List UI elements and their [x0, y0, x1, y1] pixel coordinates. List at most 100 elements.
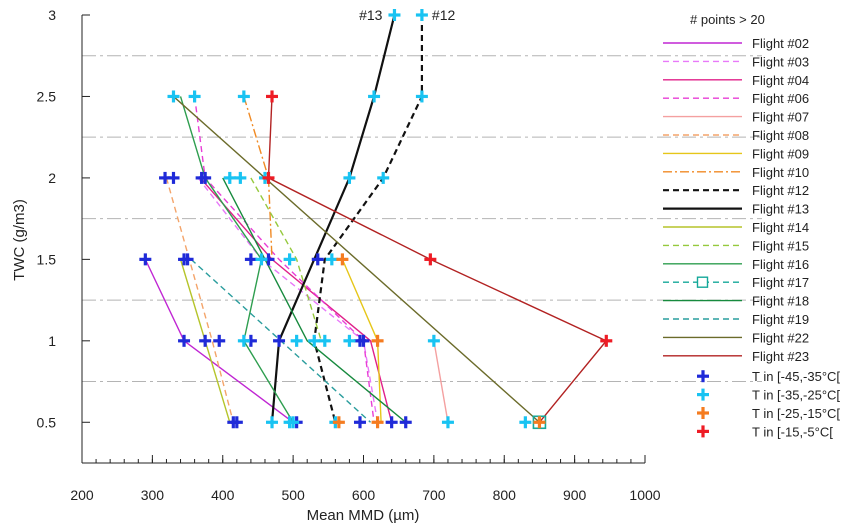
x-tick-label: 700	[422, 487, 446, 503]
plus-marker	[199, 171, 212, 184]
legend: # points > 20 Flight #02 Flight #03 Flight…	[663, 12, 840, 439]
plus-marker	[262, 171, 275, 184]
legend-label: Flight #04	[752, 73, 809, 88]
plus-marker	[199, 334, 212, 347]
x-tick-label: 900	[563, 487, 587, 503]
plus-marker	[325, 253, 338, 266]
plus-marker	[287, 416, 300, 429]
plus-marker	[178, 334, 191, 347]
legend-label: Flight #18	[752, 294, 809, 309]
plus-marker	[308, 334, 321, 347]
x-tick-label: 500	[281, 487, 305, 503]
plus-marker	[424, 253, 437, 266]
plus-marker	[336, 253, 349, 266]
plus-marker	[213, 334, 226, 347]
legend-label: T in [-35,-25°C[	[752, 388, 840, 403]
plus-marker	[237, 334, 250, 347]
series-lines	[144, 14, 608, 430]
series-line	[250, 177, 322, 342]
plus-marker	[368, 90, 381, 103]
plus-marker	[371, 416, 384, 429]
plus-marker	[371, 334, 384, 347]
x-tick-label: 1000	[629, 487, 660, 503]
data-markers	[139, 9, 613, 429]
plus-marker	[697, 425, 709, 438]
plus-marker	[377, 171, 390, 184]
plus-marker	[415, 90, 428, 103]
legend-label: T in [-25,-15°C[	[752, 406, 840, 421]
legend-label: Flight #12	[752, 183, 809, 198]
legend-title: # points > 20	[690, 12, 765, 27]
x-tick-label: 800	[493, 487, 517, 503]
x-ticks: 200 300 400 500 600 700 800 900 1000	[70, 455, 661, 503]
y-tick-label: 0.5	[37, 414, 57, 430]
plus-marker	[311, 253, 324, 266]
legend-label: Flight #02	[752, 36, 809, 51]
plus-marker	[167, 90, 180, 103]
annotation-label: #12	[432, 7, 456, 23]
plus-marker	[266, 416, 279, 429]
plus-marker	[188, 90, 201, 103]
plus-marker	[343, 334, 356, 347]
plus-marker	[441, 416, 454, 429]
plus-marker	[318, 334, 331, 347]
plus-marker	[388, 9, 401, 21]
plus-marker	[600, 334, 613, 347]
plus-marker	[697, 370, 709, 383]
x-axis-label: Mean MMD (µm)	[307, 507, 420, 524]
series-line	[193, 96, 375, 423]
plus-marker	[167, 171, 180, 184]
plus-marker	[519, 416, 532, 429]
y-tick-label: 1	[48, 333, 56, 349]
y-axis-label: TWC (g/m3)	[11, 199, 28, 281]
legend-label: Flight #19	[752, 312, 809, 327]
plus-marker	[266, 90, 279, 103]
legend-label: Flight #16	[752, 257, 809, 272]
plus-marker	[357, 334, 370, 347]
series-line	[433, 340, 449, 423]
plus-marker	[244, 253, 257, 266]
reference-lines	[82, 55, 762, 383]
y-ticks: 0.5 1 1.5 2 2.5 3	[37, 7, 90, 430]
plus-marker	[255, 253, 268, 266]
plus-marker	[237, 90, 250, 103]
series-line	[173, 95, 540, 423]
legend-label: Flight #10	[752, 165, 809, 180]
plus-marker	[332, 416, 345, 429]
legend-label: Flight #13	[752, 202, 809, 217]
plus-marker	[427, 334, 440, 347]
plus-marker	[290, 334, 303, 347]
plus-marker	[533, 416, 546, 429]
y-tick-label: 2.5	[37, 88, 57, 104]
plus-marker	[234, 171, 247, 184]
legend-label: Flight #14	[752, 220, 809, 235]
plus-marker	[697, 388, 709, 401]
plus-marker	[283, 253, 296, 266]
legend-label: Flight #15	[752, 238, 809, 253]
legend-label: Flight #08	[752, 128, 809, 143]
legend-square-marker	[696, 276, 709, 288]
legend-label: T in [-15,-5°C[	[752, 424, 833, 439]
legend-label: Flight #22	[752, 330, 809, 345]
legend-label: Flight #17	[752, 275, 809, 290]
plus-marker	[697, 407, 709, 419]
x-tick-label: 400	[211, 487, 235, 503]
y-tick-label: 3	[48, 7, 56, 23]
plus-marker	[139, 253, 152, 266]
plus-marker	[230, 416, 243, 429]
plus-marker	[385, 416, 398, 429]
legend-label: T in [-45,-35°C[	[752, 369, 840, 384]
series-line	[313, 15, 424, 423]
series-line	[197, 177, 379, 423]
plus-marker	[223, 171, 236, 184]
y-tick-label: 1.5	[37, 251, 57, 267]
legend-label: Flight #23	[752, 349, 809, 364]
plus-marker	[415, 9, 428, 21]
plus-marker	[343, 171, 356, 184]
legend-label: Flight #07	[752, 110, 809, 125]
series-line	[222, 177, 407, 423]
plus-marker	[273, 334, 286, 347]
series-line	[165, 177, 234, 423]
legend-label: Flight #03	[752, 54, 809, 69]
annotations: #13 #12	[359, 7, 455, 23]
